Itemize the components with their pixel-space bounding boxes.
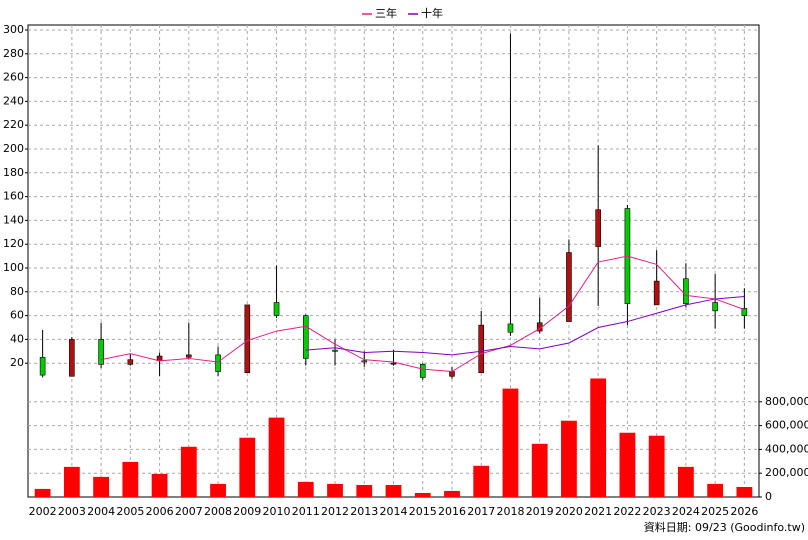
volume-bar [356, 484, 373, 497]
x-tick-label: 2018 [496, 505, 524, 518]
volume-bar [736, 487, 753, 497]
candle-body [712, 302, 718, 312]
volume-bar [239, 437, 256, 497]
volume-bar [619, 432, 636, 497]
x-tick-label: 2002 [29, 505, 57, 518]
x-tick-label: 2003 [58, 505, 86, 518]
y-tick-label: 280 [3, 47, 24, 60]
y2-tick-label: 600,000 [765, 419, 808, 432]
volume-bar [297, 481, 314, 497]
y-tick-label: 120 [3, 237, 24, 250]
x-tick-label: 2012 [321, 505, 349, 518]
volume-bar [590, 378, 607, 497]
volume-bar [93, 476, 109, 497]
x-tick-label: 2019 [526, 505, 554, 518]
candle-body [449, 371, 455, 377]
volume-bar [648, 435, 665, 497]
x-tick-label: 2026 [730, 505, 758, 518]
x-tick-label: 2021 [584, 505, 612, 518]
candle-body [244, 304, 251, 374]
volume-bar [122, 461, 139, 497]
volume-bar [63, 466, 80, 497]
x-tick-label: 2015 [409, 505, 437, 518]
volume-bar [531, 443, 548, 497]
volume-bar [561, 420, 577, 497]
y-tick-label: 260 [3, 71, 24, 84]
candle-body [653, 280, 660, 306]
volume-bar [473, 465, 490, 497]
y-tick-label: 240 [3, 94, 24, 107]
candle-body [566, 252, 572, 322]
x-tick-label: 2024 [672, 505, 700, 518]
y-tick-label: 220 [3, 118, 24, 131]
volume-bar [707, 483, 724, 497]
y-tick-label: 200 [3, 142, 24, 155]
candle-body [273, 302, 280, 316]
volume-bar [151, 473, 168, 497]
volume-bar [268, 417, 285, 497]
volume-bar [678, 466, 694, 497]
y-tick-label: 180 [3, 166, 24, 179]
x-tick-label: 2006 [146, 505, 174, 518]
y-tick-label: 20 [10, 356, 24, 369]
x-tick-label: 2011 [292, 505, 320, 518]
candle-body [683, 278, 689, 304]
y-tick-label: 80 [10, 285, 24, 298]
y2-tick-label: 800,000 [765, 395, 808, 408]
volume-bar [414, 492, 431, 497]
candle-body [39, 356, 46, 376]
volume-bar [444, 490, 460, 497]
candle-body [69, 339, 75, 377]
y2-tick-label: 0 [765, 490, 772, 503]
footer: 資料日期: 09/23 (Goodinfo.tw) [644, 520, 805, 534]
candle-body [332, 349, 338, 352]
candle-body [507, 323, 514, 333]
ma-line [305, 296, 745, 356]
x-tick-label: 2007 [175, 505, 203, 518]
candle-body [419, 364, 426, 378]
x-tick-label: 2020 [555, 505, 583, 518]
y2-tick-label: 400,000 [765, 442, 808, 455]
volume-bar [180, 446, 197, 497]
x-tick-label: 2022 [613, 505, 641, 518]
candle-body [127, 359, 134, 365]
x-tick-label: 2009 [233, 505, 261, 518]
y-tick-label: 40 [10, 332, 24, 345]
candle-body [361, 360, 368, 363]
volume-bar [34, 488, 51, 497]
x-tick-label: 2023 [643, 505, 671, 518]
candle-body [186, 354, 192, 358]
y-tick-label: 160 [3, 190, 24, 203]
x-tick-label: 2008 [204, 505, 232, 518]
candle-body [390, 362, 397, 365]
y-tick-label: 140 [3, 213, 24, 226]
candle-body [215, 354, 221, 372]
candle-body [302, 315, 309, 359]
candle-body [595, 209, 601, 247]
y-tick-label: 300 [3, 23, 24, 36]
legend-label: 十年 [421, 6, 443, 20]
x-tick-label: 2004 [87, 505, 115, 518]
y-tick-label: 60 [10, 309, 24, 322]
volume-bar [502, 388, 519, 497]
candle-body [741, 308, 748, 316]
candle-body [98, 339, 104, 365]
volume-bar [385, 484, 402, 497]
ma-line [101, 255, 745, 373]
x-tick-label: 2014 [380, 505, 408, 518]
x-tick-label: 2013 [350, 505, 378, 518]
x-tick-label: 2010 [263, 505, 291, 518]
y-tick-label: 100 [3, 261, 24, 274]
x-tick-label: 2016 [438, 505, 466, 518]
x-tick-label: 2025 [701, 505, 729, 518]
legend-label: 三年 [375, 6, 397, 20]
candle-body [478, 324, 485, 374]
volume-bar [327, 483, 343, 497]
x-tick-label: 2017 [467, 505, 495, 518]
y2-tick-label: 200,000 [765, 466, 808, 479]
x-tick-label: 2005 [116, 505, 144, 518]
volume-bar [210, 483, 226, 497]
